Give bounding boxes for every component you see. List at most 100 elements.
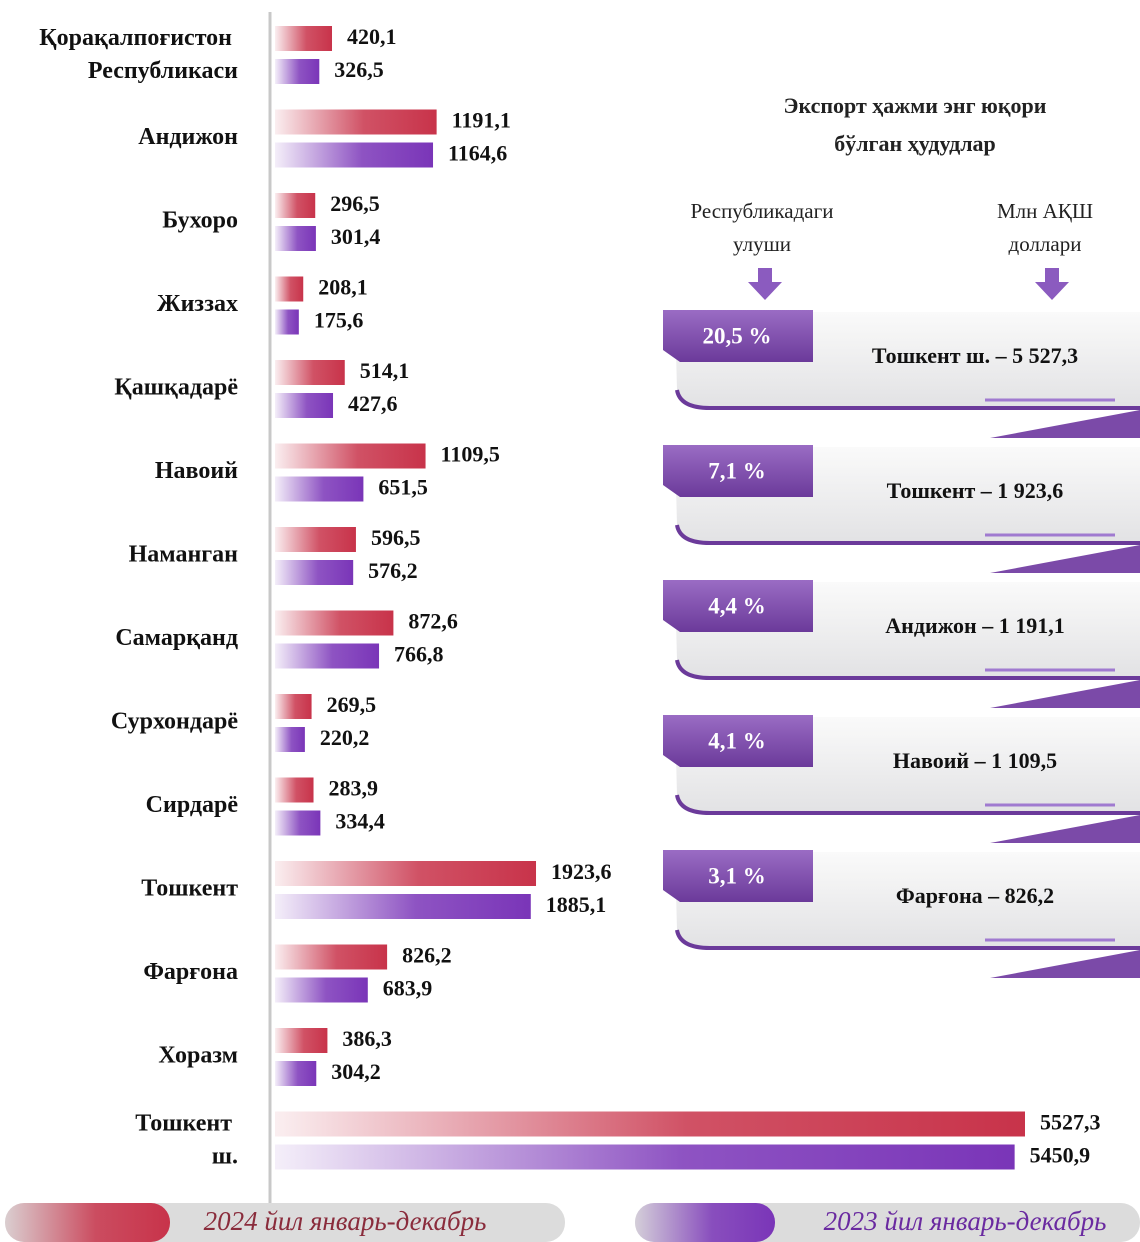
value-label: 872,6 xyxy=(408,609,458,634)
bar xyxy=(275,59,320,84)
category-label: Фарғона xyxy=(143,959,238,985)
legend-swatch xyxy=(5,1203,170,1242)
bar xyxy=(275,977,368,1003)
bar xyxy=(275,861,537,886)
category-label: Навоий xyxy=(155,458,238,484)
value-label: 220,2 xyxy=(320,725,370,750)
bar xyxy=(275,810,321,836)
category-label: Андижон xyxy=(138,124,238,150)
category-label: Жиззах xyxy=(157,291,238,317)
bar xyxy=(275,276,304,302)
share-label: 20,5 % xyxy=(703,323,772,348)
region-label: Тошкент ш. – 5 527,3 xyxy=(872,343,1078,368)
share-tab xyxy=(663,310,813,362)
share-label: 3,1 % xyxy=(708,863,766,888)
value-label: 326,5 xyxy=(334,57,384,82)
bar xyxy=(275,1061,317,1086)
value-label: 283,9 xyxy=(329,776,379,801)
value-label: 175,6 xyxy=(314,308,364,333)
panel-title: бўлган ҳудудлар xyxy=(834,131,996,156)
card-tail xyxy=(990,680,1140,708)
category-label: Бухоро xyxy=(162,208,238,234)
column-header: Млн АҚШ xyxy=(997,199,1093,223)
bar xyxy=(275,944,388,970)
value-label: 1164,6 xyxy=(448,141,507,166)
region-label: Тошкент – 1 923,6 xyxy=(887,478,1064,503)
value-label: 334,4 xyxy=(335,809,385,834)
share-label: 7,1 % xyxy=(708,458,766,483)
category-label: Сурхондарё xyxy=(111,709,238,735)
value-label: 683,9 xyxy=(383,976,433,1001)
card-curve xyxy=(675,929,1140,950)
bar xyxy=(275,527,356,552)
card-tail xyxy=(990,950,1140,978)
legend-swatch xyxy=(635,1203,775,1242)
bar xyxy=(275,1144,1015,1170)
value-label: 1885,1 xyxy=(546,892,607,917)
value-label: 766,8 xyxy=(394,642,444,667)
bar xyxy=(275,727,305,752)
category-label: Наманган xyxy=(129,542,239,568)
bar xyxy=(275,309,299,335)
bar xyxy=(275,443,426,469)
bar xyxy=(275,610,394,636)
column-header: Республикадаги xyxy=(691,199,834,223)
card-curve xyxy=(675,389,1140,410)
value-label: 596,5 xyxy=(371,525,421,550)
bar xyxy=(275,1028,328,1053)
share-tab xyxy=(663,850,813,902)
category-label: Тошкент ш. xyxy=(135,1110,238,1169)
arrow xyxy=(1035,268,1069,300)
value-label: 296,5 xyxy=(330,191,380,216)
arrow xyxy=(748,268,782,300)
value-label: 1923,6 xyxy=(551,859,612,884)
bar xyxy=(275,226,316,251)
bar xyxy=(275,643,380,669)
region-label: Андижон – 1 191,1 xyxy=(885,613,1064,638)
value-label: 386,3 xyxy=(342,1026,392,1051)
value-label: 1109,5 xyxy=(441,442,500,467)
value-label: 304,2 xyxy=(331,1059,381,1084)
category-label: Самарқанд xyxy=(115,625,238,651)
bar xyxy=(275,560,354,585)
value-label: 826,2 xyxy=(402,943,452,968)
value-label: 651,5 xyxy=(378,475,428,500)
card-curve xyxy=(675,659,1140,680)
category-label: Қашқадарё xyxy=(114,375,238,401)
region-label: Фарғона – 826,2 xyxy=(896,883,1054,908)
category-label: Тошкент xyxy=(141,876,238,902)
panel-title: Экспорт ҳажми энг юқори xyxy=(784,93,1047,118)
share-tab xyxy=(663,580,813,632)
value-label: 576,2 xyxy=(368,558,418,583)
share-tab xyxy=(663,445,813,497)
value-label: 514,1 xyxy=(360,358,410,383)
bar xyxy=(275,894,531,919)
card-tail xyxy=(990,815,1140,843)
bar xyxy=(275,193,316,218)
bar xyxy=(275,476,364,502)
category-label: Қорақалпоғистон Республикаси xyxy=(39,25,238,84)
category-label: Сирдарё xyxy=(146,792,239,818)
share-tab xyxy=(663,715,813,767)
card-tail xyxy=(990,545,1140,573)
bar xyxy=(275,109,437,135)
bar xyxy=(275,393,334,418)
legend-label: 2024 йил январь-декабрь xyxy=(204,1206,487,1236)
value-label: 301,4 xyxy=(331,224,381,249)
value-label: 5450,9 xyxy=(1030,1143,1091,1168)
share-label: 4,4 % xyxy=(708,593,766,618)
card-curve xyxy=(675,794,1140,815)
legend-label: 2023 йил январь-декабрь xyxy=(824,1206,1107,1236)
column-header: доллари xyxy=(1009,232,1082,256)
value-label: 1191,1 xyxy=(452,108,511,133)
card-curve xyxy=(675,524,1140,545)
column-header: улуши xyxy=(733,232,791,256)
value-label: 420,1 xyxy=(347,24,397,49)
bar xyxy=(275,26,333,51)
bar xyxy=(275,1111,1025,1137)
category-label: Хоразм xyxy=(158,1043,238,1069)
bar xyxy=(275,777,314,803)
value-label: 5527,3 xyxy=(1040,1110,1101,1135)
region-label: Навоий – 1 109,5 xyxy=(893,748,1057,773)
